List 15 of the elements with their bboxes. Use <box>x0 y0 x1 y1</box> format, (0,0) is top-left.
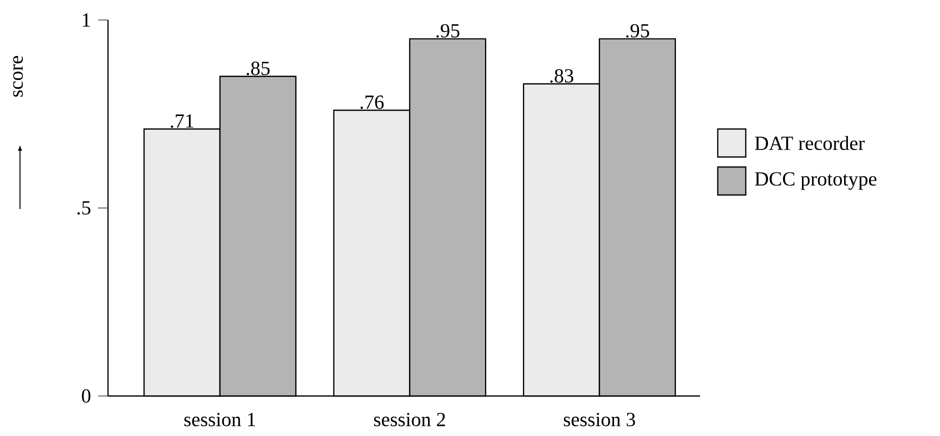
data-label: .76 <box>360 96 384 110</box>
x-tick-label: session 3 <box>564 412 636 426</box>
legend-label: DAT recorder <box>754 136 865 150</box>
data-label: .83 <box>550 69 574 83</box>
legend-label: DCC prototype <box>754 172 876 190</box>
data-label: .95 <box>626 24 650 38</box>
y-tick-label: 1 <box>82 13 90 27</box>
x-tick-label: session 1 <box>184 412 256 426</box>
y-tick-label: 0 <box>82 389 90 403</box>
y-tick-label: .5 <box>77 201 90 215</box>
data-label: .71 <box>170 114 194 128</box>
x-tick-label: session 2 <box>374 412 445 426</box>
y-axis-title: score <box>13 56 23 97</box>
data-label: .95 <box>436 24 460 38</box>
data-label: .85 <box>246 62 270 76</box>
